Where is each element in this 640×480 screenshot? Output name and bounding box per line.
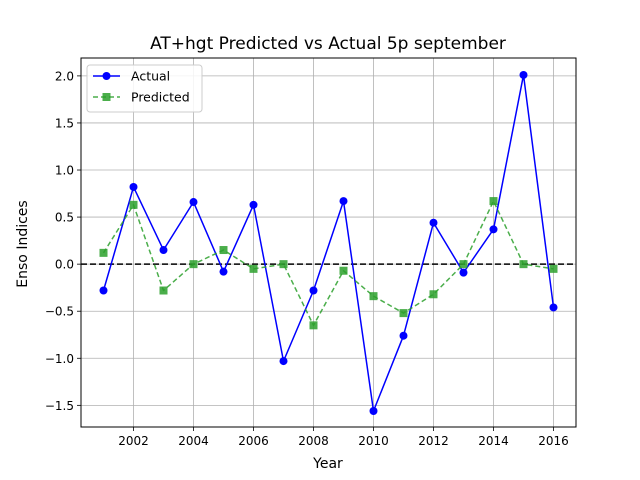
x-axis-label: Year xyxy=(312,456,343,472)
actual-point xyxy=(309,286,318,295)
predicted-point xyxy=(309,321,318,330)
predicted-point xyxy=(429,290,438,299)
plot-frame xyxy=(80,57,577,428)
chart-title: AT+hgt Predicted vs Actual 5p september xyxy=(150,34,506,54)
y-tick-label: 1.0 xyxy=(55,164,74,178)
x-tick-label: 2002 xyxy=(118,434,149,448)
series-layer xyxy=(99,70,558,415)
legend: Actual Predicted xyxy=(86,64,203,113)
actual-point xyxy=(219,267,228,276)
predicted-point xyxy=(189,260,198,269)
actual-point xyxy=(399,331,408,340)
predicted-point xyxy=(339,266,348,275)
actual-point xyxy=(339,197,348,206)
legend-actual-label: Actual xyxy=(131,69,170,84)
x-tick-label: 2016 xyxy=(538,434,569,448)
predicted-point xyxy=(399,309,408,318)
y-tick-label: 0.0 xyxy=(55,258,74,272)
y-tick-label: 2.0 xyxy=(55,69,74,83)
actual-point xyxy=(159,246,168,255)
actual-point xyxy=(549,303,558,312)
predicted-point xyxy=(549,264,558,273)
grid xyxy=(81,58,576,427)
x-tick-label: 2004 xyxy=(178,434,209,448)
x-tick-label: 2006 xyxy=(238,434,269,448)
y-tick-label: 0.5 xyxy=(55,211,74,225)
y-axis-ticks: −1.5 −1.0 −0.5 0.0 0.5 1.0 1.5 2.0 xyxy=(45,69,81,413)
actual-line xyxy=(102,74,555,412)
y-tick-label: 1.5 xyxy=(55,116,74,130)
y-tick-label: −1.5 xyxy=(45,399,74,413)
actual-point xyxy=(99,286,108,295)
predicted-point xyxy=(99,248,108,257)
actual-point xyxy=(279,357,288,366)
legend-actual-marker xyxy=(102,72,111,80)
predicted-point xyxy=(219,246,228,255)
predicted-point xyxy=(279,260,288,269)
y-tick-label: −0.5 xyxy=(45,305,74,319)
x-tick-label: 2014 xyxy=(478,434,509,448)
series-predicted xyxy=(99,197,558,330)
actual-point xyxy=(129,182,138,191)
x-axis-ticks: 2002 2004 2006 2008 2010 2012 2014 2016 xyxy=(118,427,569,448)
actual-point xyxy=(429,218,438,227)
actual-point xyxy=(519,70,528,79)
actual-point xyxy=(459,268,468,277)
actual-point xyxy=(189,198,198,207)
x-tick-label: 2008 xyxy=(298,434,329,448)
predicted-point xyxy=(159,286,168,295)
y-tick-label: −1.0 xyxy=(45,352,74,366)
actual-point xyxy=(369,406,378,415)
legend-predicted-marker xyxy=(102,93,111,101)
actual-point xyxy=(489,225,498,234)
predicted-point xyxy=(129,200,138,209)
predicted-line xyxy=(102,200,554,327)
x-tick-label: 2012 xyxy=(418,434,449,448)
predicted-point xyxy=(369,292,378,301)
actual-point xyxy=(249,200,258,209)
x-tick-label: 2010 xyxy=(358,434,389,448)
y-axis-label: Enso Indices xyxy=(15,200,31,287)
predicted-point xyxy=(519,260,528,269)
predicted-point xyxy=(489,197,498,206)
predicted-point xyxy=(249,264,258,273)
legend-predicted-label: Predicted xyxy=(131,90,190,105)
predicted-point xyxy=(459,260,468,269)
series-actual xyxy=(99,70,558,415)
